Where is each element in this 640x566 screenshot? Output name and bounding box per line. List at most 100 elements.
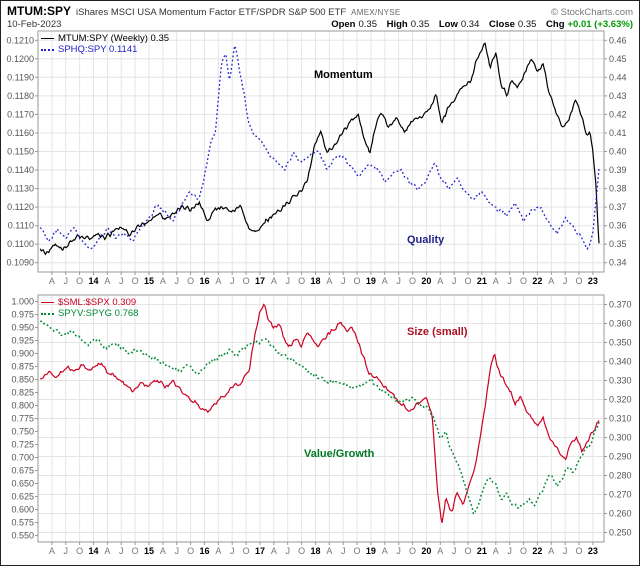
top-panel-legend: MTUM:SPY (Weekly) 0.35 SPHQ:SPY 0.1141 [41, 33, 169, 55]
sml-legend-label: $SML:$SPX 0.309 [58, 297, 137, 308]
svg-text:17: 17 [255, 276, 265, 286]
svg-text:A: A [437, 276, 443, 286]
low-value: 0.34 [460, 19, 480, 30]
svg-text:0.300: 0.300 [609, 433, 632, 443]
svg-text:0.1140: 0.1140 [7, 165, 34, 175]
legend-sml-spx: $SML:$SPX 0.309 [41, 297, 138, 308]
svg-text:A: A [382, 546, 388, 556]
legend-spyv-spyg: SPYV:SPYG 0.768 [41, 308, 138, 319]
svg-text:0.250: 0.250 [609, 528, 632, 538]
low-label: Low [438, 19, 458, 30]
svg-text:O: O [76, 276, 83, 286]
svg-text:O: O [132, 276, 139, 286]
svg-text:A: A [382, 276, 388, 286]
svg-text:0.360: 0.360 [609, 319, 632, 329]
svg-text:0.600: 0.600 [11, 505, 34, 515]
sphq-legend-label: SPHQ:SPY 0.1141 [58, 44, 138, 55]
close-value: 0.35 [517, 19, 537, 30]
svg-text:A: A [271, 276, 277, 286]
svg-text:O: O [187, 546, 194, 556]
svg-text:0.925: 0.925 [11, 336, 34, 346]
svg-text:O: O [354, 546, 361, 556]
svg-text:A: A [326, 546, 332, 556]
svg-text:O: O [409, 546, 416, 556]
svg-text:21: 21 [477, 546, 487, 556]
high-value: 0.35 [410, 19, 430, 30]
svg-text:O: O [576, 546, 583, 556]
svg-text:A: A [493, 276, 499, 286]
svg-text:0.625: 0.625 [11, 492, 34, 502]
svg-text:22: 22 [532, 546, 542, 556]
svg-text:O: O [520, 546, 527, 556]
svg-text:17: 17 [255, 546, 265, 556]
svg-text:A: A [215, 546, 221, 556]
svg-text:J: J [396, 276, 401, 286]
spyv-line-swatch [41, 312, 54, 315]
svg-text:O: O [465, 276, 472, 286]
svg-text:A: A [493, 546, 499, 556]
svg-text:23: 23 [588, 546, 598, 556]
svg-text:0.1190: 0.1190 [7, 72, 34, 82]
svg-text:A: A [326, 276, 332, 286]
svg-text:19: 19 [366, 276, 376, 286]
svg-text:J: J [563, 276, 568, 286]
svg-text:J: J [563, 546, 568, 556]
mtum-line-swatch [41, 38, 54, 39]
svg-text:A: A [49, 546, 55, 556]
high-label: High [386, 19, 408, 30]
svg-text:0.825: 0.825 [11, 388, 34, 398]
momentum-quality-x-axis: A J O 14 A J O 15 A J O 16 A J O 17 A J O 18 A J O 19 A J O 20 A J O 21… [49, 272, 598, 286]
svg-text:21: 21 [477, 276, 487, 286]
svg-text:A: A [49, 276, 55, 286]
svg-text:0.1130: 0.1130 [7, 184, 34, 194]
svg-text:J: J [63, 276, 68, 286]
svg-text:0.39: 0.39 [609, 165, 627, 175]
svg-text:0.38: 0.38 [609, 184, 627, 194]
size-value-left-axis: 0.550 0.575 0.600 0.625 0.650 0.675 0.700 0.725… [11, 297, 38, 541]
svg-text:0.1160: 0.1160 [7, 128, 34, 138]
momentum-quality-right-axis: 0.34 0.35 0.36 0.37 0.38 0.39 0.40 0.41 0.42 0.43… [604, 35, 627, 268]
svg-text:J: J [341, 276, 346, 286]
svg-text:0.1210: 0.1210 [6, 35, 34, 45]
chg-value: +0.01 (+3.63%) [567, 19, 634, 30]
series-mtum-spy [39, 42, 600, 256]
svg-text:0.775: 0.775 [11, 414, 34, 424]
svg-text:A: A [548, 546, 554, 556]
svg-text:23: 23 [588, 276, 598, 286]
svg-text:14: 14 [88, 546, 98, 556]
close-label: Close [489, 19, 515, 30]
svg-text:0.875: 0.875 [11, 362, 34, 372]
annotation-size-small: Size (small) [407, 326, 468, 338]
svg-text:0.37: 0.37 [609, 202, 627, 212]
quote-summary: Open 0.35 High 0.35 Low 0.34 Close 0.35 Chg +… [331, 19, 633, 30]
svg-text:0.46: 0.46 [609, 35, 627, 45]
svg-text:15: 15 [144, 276, 154, 286]
svg-text:J: J [507, 546, 512, 556]
svg-text:A: A [104, 276, 110, 286]
svg-text:0.700: 0.700 [11, 453, 34, 463]
svg-text:J: J [452, 276, 457, 286]
series-sml-spx [40, 303, 600, 523]
size-value-x-axis: A J O 14 A J O 15 A J O 16 A J O 17 A J O 18 A J O 19 A J O 20 A J O 21… [49, 542, 598, 556]
svg-text:0.40: 0.40 [609, 147, 627, 157]
svg-text:22: 22 [532, 276, 542, 286]
svg-text:A: A [437, 546, 443, 556]
svg-text:J: J [230, 276, 235, 286]
svg-text:20: 20 [421, 546, 431, 556]
svg-text:J: J [452, 546, 457, 556]
svg-text:0.35: 0.35 [609, 239, 627, 249]
svg-text:O: O [465, 546, 472, 556]
svg-text:0.330: 0.330 [609, 376, 632, 386]
svg-text:0.675: 0.675 [11, 466, 34, 476]
size-value-gridlines [38, 295, 604, 542]
legend-mtum-spy: MTUM:SPY (Weekly) 0.35 [41, 33, 169, 44]
svg-text:0.1180: 0.1180 [7, 91, 34, 101]
svg-text:J: J [174, 276, 179, 286]
svg-text:O: O [132, 546, 139, 556]
svg-text:A: A [215, 276, 221, 286]
svg-text:0.45: 0.45 [609, 54, 627, 64]
svg-text:J: J [63, 546, 68, 556]
sphq-line-swatch [41, 48, 54, 51]
svg-text:J: J [285, 546, 290, 556]
